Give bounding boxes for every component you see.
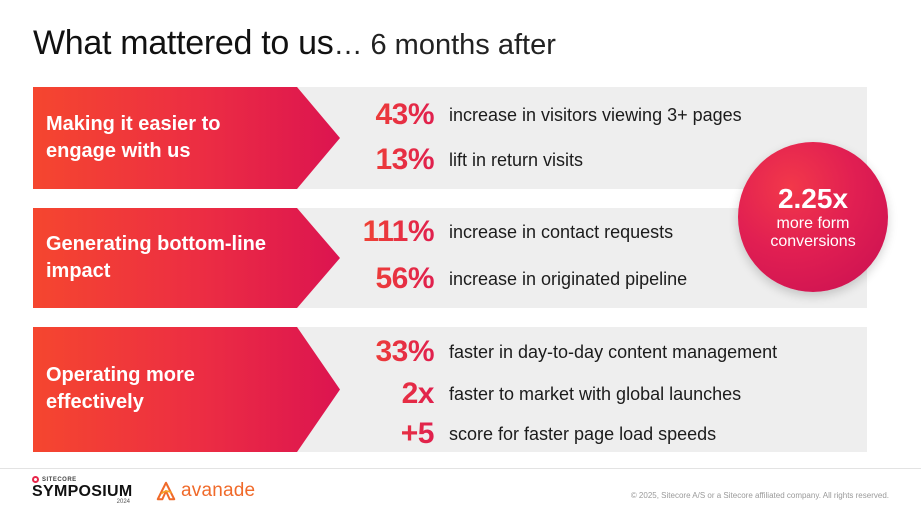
row-arrow-operating: Operating more effectively [33,327,340,452]
stat-value: 56% [334,262,434,296]
stat-value: 111% [334,215,435,249]
stat-row: 2x faster to market with global launches [334,377,742,411]
footer-divider [0,468,921,469]
avanade-logo: avanade [155,480,255,502]
stat-value: 2x [334,377,435,411]
symposium-year: 2024 [116,499,130,505]
slide-title: What mattered to us… 6 months after [33,24,556,63]
stat-row: 33% faster in day-to-day content managem… [334,335,778,369]
row-label-engage: Making it easier to engage with us [46,113,221,162]
copyright-text: © 2025, Sitecore A/S or a Sitecore affil… [630,491,889,500]
avanade-mark-icon [156,481,176,501]
row-arrow-engage: Making it easier to engage with us [33,87,340,189]
stat-description: increase in contact requests [449,221,674,242]
sitecore-symposium-logo: SITECORE SYMPOSIUM 2024 [32,476,133,505]
sitecore-mark-icon [32,476,39,483]
stat-value: 13% [334,143,434,177]
row-label-operating: Operating more effectively [46,364,195,413]
stat-row: 56% increase in originated pipeline [334,262,688,296]
sitecore-wordmark: SITECORE [42,476,77,483]
stat-row: +5 score for faster page load speeds [334,417,717,451]
highlight-value: 2.25x [777,183,849,214]
stat-value: +5 [334,417,435,451]
stat-row: 43% increase in visitors viewing 3+ page… [334,98,742,132]
stat-description: increase in visitors viewing 3+ pages [449,104,742,125]
highlight-circle: 2.25x more form conversions [738,142,888,292]
stat-description: score for faster page load speeds [449,423,717,444]
stat-description: faster to market with global launches [449,383,742,404]
row-arrow-impact: Generating bottom-line impact [33,208,340,308]
row-label-impact: Generating bottom-line impact [46,233,266,282]
title-sub: … 6 months after [333,29,556,61]
stat-row: 111% increase in contact requests [334,215,674,249]
stat-value: 33% [334,335,434,369]
stat-description: lift in return visits [449,149,584,170]
symposium-wordmark: SYMPOSIUM [32,483,133,500]
stat-description: increase in originated pipeline [449,268,688,289]
avanade-wordmark: avanade [181,480,256,501]
stat-description: faster in day-to-day content management [449,341,778,362]
stat-value: 43% [334,98,434,132]
highlight-label: more form conversions [770,215,856,250]
stat-row: 13% lift in return visits [334,143,584,177]
title-main: What mattered to us [33,24,334,62]
